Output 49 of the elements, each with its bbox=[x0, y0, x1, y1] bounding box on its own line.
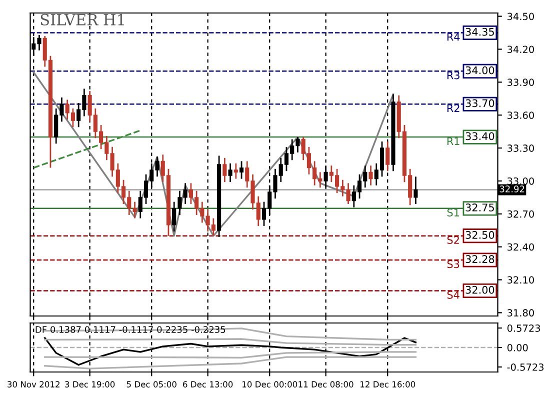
annotation: R1 bbox=[447, 137, 460, 145]
annotation: 33.40 bbox=[466, 132, 494, 140]
annotation: 33.70 bbox=[466, 99, 494, 108]
y-tick-label: 31.80 bbox=[508, 309, 534, 317]
annotation: 32.28 bbox=[466, 255, 494, 264]
candlestick bbox=[222, 157, 227, 183]
y-tick-label: 32.40 bbox=[508, 243, 534, 251]
annotation: S1 bbox=[447, 208, 459, 216]
annotation: 34.35 bbox=[466, 28, 494, 36]
y-tick-label: 33.90 bbox=[508, 78, 534, 86]
x-tick-label: 12 Dec 16:00 bbox=[360, 381, 416, 388]
annotation: R2 bbox=[447, 104, 460, 112]
y-tick-label: 34.50 bbox=[508, 12, 534, 20]
x-tick-label: 6 Dec 13:00 bbox=[183, 381, 233, 388]
y-tick-label: 33.30 bbox=[508, 144, 534, 152]
annotation: 32.75 bbox=[466, 204, 494, 212]
x-tick-label: 5 Dec 05:00 bbox=[126, 381, 176, 388]
chart-title: SILVER H1 bbox=[40, 14, 124, 26]
ref-line-label: 32.92 bbox=[500, 186, 524, 192]
candlestick bbox=[386, 140, 390, 172]
y-tick-label: 32.10 bbox=[508, 276, 534, 284]
line-series bbox=[44, 356, 417, 370]
candlestick bbox=[228, 162, 232, 183]
annotation: 34.00 bbox=[466, 66, 494, 74]
y-tick-label: 32.70 bbox=[508, 210, 534, 218]
y-tick-label: 0.00 bbox=[507, 344, 528, 352]
annotation: S3 bbox=[447, 260, 460, 268]
y-tick-label: 33.60 bbox=[508, 112, 534, 119]
x-tick-label: 3 Dec 19:00 bbox=[65, 381, 115, 388]
annotation: 32.00 bbox=[466, 286, 494, 294]
y-tick-label: 0.5723 bbox=[507, 324, 540, 332]
chart-title: DF 0.1387 0.1117 -0.1117 0.2235 -0.2235 bbox=[36, 326, 226, 333]
annotation: R4 bbox=[447, 33, 460, 41]
x-tick-label: 10 Dec 00:00 bbox=[242, 381, 298, 388]
x-tick-label: 30 Nov 2012 bbox=[8, 381, 60, 388]
annotation: S4 bbox=[447, 290, 460, 299]
candlestick bbox=[368, 164, 373, 186]
line-series bbox=[32, 71, 394, 237]
annotation: R3 bbox=[447, 71, 460, 80]
x-tick-label: 11 Dec 08:00 bbox=[298, 381, 354, 388]
annotation: 32.50 bbox=[466, 231, 494, 239]
candlestick bbox=[239, 160, 244, 180]
candlestick bbox=[414, 176, 418, 205]
y-tick-label: 33.00 bbox=[508, 177, 534, 185]
candlestick bbox=[346, 182, 350, 205]
candlestick bbox=[183, 182, 188, 205]
y-tick-label: 34.20 bbox=[508, 46, 534, 54]
candlestick bbox=[234, 162, 238, 180]
y-tick-label: -0.5723 bbox=[507, 363, 544, 371]
